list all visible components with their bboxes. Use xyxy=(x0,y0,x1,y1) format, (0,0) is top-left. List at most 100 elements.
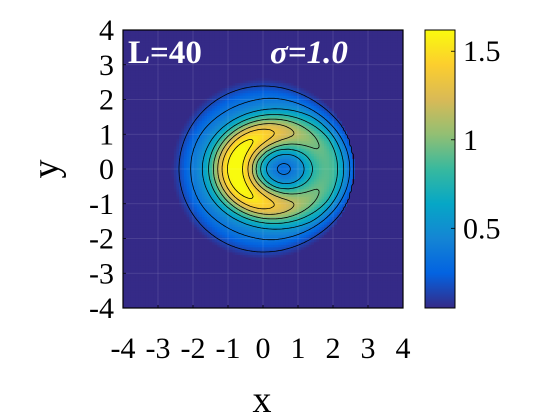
heatmap-cell xyxy=(158,55,162,59)
heatmap-cell xyxy=(181,98,185,102)
heatmap-cell xyxy=(166,305,170,308)
heatmap-cell xyxy=(158,143,162,147)
heatmap-cell xyxy=(224,239,228,243)
heatmap-cell xyxy=(171,32,175,36)
heatmap-cell xyxy=(181,123,185,127)
heatmap-cell xyxy=(171,100,175,104)
heatmap-cell xyxy=(123,32,127,36)
heatmap-cell xyxy=(209,171,213,175)
heatmap-cell xyxy=(212,176,216,180)
heatmap-cell xyxy=(145,75,150,79)
heatmap-cell xyxy=(156,214,160,218)
heatmap-cell xyxy=(237,57,241,61)
heatmap-cell xyxy=(196,194,200,198)
heatmap-cell xyxy=(161,292,165,296)
heatmap-cell xyxy=(179,280,183,284)
heatmap-cell xyxy=(222,224,226,228)
heatmap-cell xyxy=(145,115,150,120)
heatmap-cell xyxy=(161,136,165,140)
heatmap-cell xyxy=(204,93,208,97)
heatmap-cell xyxy=(224,161,228,165)
heatmap-cell xyxy=(143,227,147,231)
heatmap-cell xyxy=(138,45,142,49)
heatmap-cell xyxy=(143,184,147,188)
heatmap-cell xyxy=(173,62,178,66)
heatmap-cell xyxy=(163,67,167,72)
heatmap-cell xyxy=(151,305,155,308)
heatmap-cell xyxy=(133,295,137,299)
heatmap-cell xyxy=(128,138,132,142)
heatmap-cell xyxy=(219,67,223,72)
heatmap-cell xyxy=(179,297,183,302)
heatmap-cell xyxy=(227,52,231,56)
heatmap-cell xyxy=(184,30,188,34)
heatmap-cell xyxy=(153,90,157,94)
heatmap-cell xyxy=(168,90,172,94)
heatmap-cell xyxy=(191,169,195,173)
heatmap-cell xyxy=(209,100,213,104)
heatmap-cell xyxy=(214,297,218,302)
heatmap-cell xyxy=(166,237,170,241)
heatmap-cell xyxy=(229,32,234,36)
heatmap-cell xyxy=(199,120,203,125)
heatmap-cell xyxy=(179,67,183,72)
heatmap-cell xyxy=(217,100,221,104)
heatmap-cell xyxy=(186,265,190,269)
heatmap-cell xyxy=(222,244,226,248)
heatmap-cell xyxy=(135,254,139,259)
heatmap-cell xyxy=(133,72,137,77)
heatmap-cell xyxy=(235,224,239,228)
heatmap-cell xyxy=(168,262,172,266)
heatmap-cell xyxy=(125,143,129,147)
heatmap-cell xyxy=(133,211,137,216)
heatmap-cell xyxy=(138,169,142,173)
heatmap-cell xyxy=(204,305,208,308)
heatmap-cell xyxy=(199,171,203,175)
heatmap-cell xyxy=(209,270,213,274)
heatmap-cell xyxy=(219,239,223,243)
heatmap-cell xyxy=(232,209,236,213)
heatmap-cell xyxy=(151,133,155,137)
heatmap-cell xyxy=(179,108,183,112)
heatmap-cell xyxy=(222,95,226,99)
heatmap-cell xyxy=(123,100,127,104)
heatmap-cell xyxy=(201,171,206,175)
heatmap-cell xyxy=(173,90,178,94)
heatmap-cell xyxy=(194,78,198,82)
heatmap-cell xyxy=(235,62,239,66)
heatmap-cell xyxy=(222,181,226,185)
heatmap-cell xyxy=(151,126,155,130)
heatmap-cell xyxy=(199,123,203,127)
heatmap-cell xyxy=(130,232,134,236)
heatmap-cell xyxy=(232,247,236,251)
heatmap-cell xyxy=(125,83,129,87)
heatmap-cell xyxy=(222,169,226,173)
heatmap-cell xyxy=(204,90,208,94)
heatmap-cell xyxy=(138,292,142,296)
heatmap-cell xyxy=(199,257,203,261)
heatmap-cell xyxy=(153,100,157,104)
heatmap-cell xyxy=(219,70,223,74)
heatmap-cell xyxy=(235,174,239,178)
heatmap-cell xyxy=(224,254,228,259)
heatmap-cell xyxy=(222,242,226,246)
heatmap-cell xyxy=(232,93,236,97)
heatmap-cell xyxy=(151,37,155,41)
heatmap-cell xyxy=(189,141,193,145)
heatmap-cell xyxy=(145,108,150,112)
heatmap-cell xyxy=(148,227,152,231)
heatmap-cell xyxy=(163,229,167,233)
heatmap-cell xyxy=(140,305,144,308)
heatmap-cell xyxy=(153,98,157,102)
heatmap-cell xyxy=(191,143,195,147)
heatmap-cell xyxy=(133,206,137,211)
heatmap-cell xyxy=(161,169,165,173)
heatmap-cell xyxy=(237,95,241,99)
heatmap-cell xyxy=(217,98,221,102)
heatmap-cell xyxy=(130,78,134,82)
heatmap-cell xyxy=(125,305,129,308)
heatmap-cell xyxy=(148,85,152,89)
heatmap-cell xyxy=(204,138,208,142)
heatmap-cell xyxy=(161,45,165,49)
heatmap-cell xyxy=(207,262,211,266)
